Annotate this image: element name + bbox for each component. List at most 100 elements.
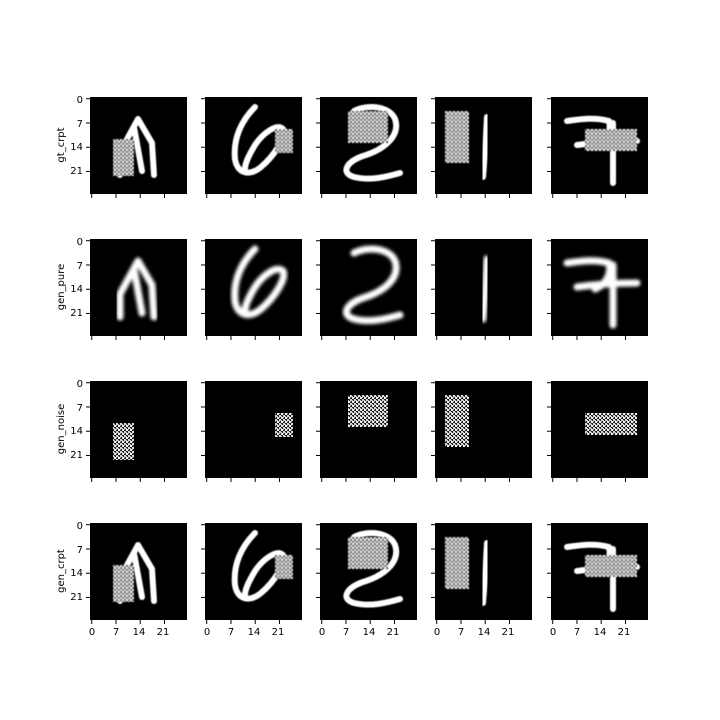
image-panel xyxy=(547,97,648,198)
image-panel xyxy=(86,381,187,482)
x-ticks-col-2: 0 7 14 21 xyxy=(204,627,285,638)
image-panel xyxy=(201,381,302,482)
x-tick-label: 14 xyxy=(478,627,491,638)
x-tick-label: 21 xyxy=(387,627,400,638)
panel-axes xyxy=(547,98,626,198)
y-tick-label: 7 xyxy=(77,261,83,272)
image-panel xyxy=(201,97,302,198)
noise-patch xyxy=(585,129,637,151)
panel-axes xyxy=(547,240,626,340)
panel-axes xyxy=(316,382,395,482)
x-tick-label: 21 xyxy=(157,627,170,638)
panel-axes xyxy=(431,240,510,340)
digit-stroke xyxy=(343,104,403,182)
panel-axes xyxy=(316,240,395,340)
noise-patch xyxy=(445,395,469,447)
x-tick-label: 21 xyxy=(272,627,285,638)
row-label-gen-noise: gen_noise xyxy=(56,404,67,454)
y-tick-label: 14 xyxy=(70,142,83,153)
x-tick-label: 14 xyxy=(133,627,146,638)
noise-patch xyxy=(113,565,134,602)
noise-patch xyxy=(113,423,134,460)
row-label-gt-crpt: gt_crpt xyxy=(56,127,67,162)
x-tick-label: 0 xyxy=(319,627,325,638)
noise-patch xyxy=(348,395,388,427)
x-tick-label: 21 xyxy=(502,627,515,638)
x-tick-label: 7 xyxy=(228,627,234,638)
x-tick-label: 0 xyxy=(89,627,95,638)
x-tick-label: 14 xyxy=(363,627,376,638)
y-tick-label: 21 xyxy=(70,592,83,603)
noise-patch xyxy=(113,139,134,176)
digit-stroke xyxy=(479,255,491,323)
noise-patch xyxy=(275,555,293,579)
x-ticks-col-1: 0 7 14 21 xyxy=(89,627,170,638)
y-tick-label: 14 xyxy=(70,284,83,295)
image-grid xyxy=(86,97,648,624)
y-tick-label: 7 xyxy=(77,403,83,414)
noise-patch xyxy=(445,111,469,163)
digit-stroke xyxy=(116,257,158,321)
panel-axes xyxy=(547,382,626,482)
image-panel xyxy=(431,523,532,624)
panel-axes xyxy=(86,98,165,198)
image-panel xyxy=(547,381,648,482)
image-panel xyxy=(316,523,417,624)
panel-background xyxy=(90,381,187,478)
panel-axes xyxy=(86,382,165,482)
y-tick-label: 7 xyxy=(77,545,83,556)
image-panel xyxy=(316,239,417,340)
image-panel xyxy=(201,239,302,340)
y-tick-label: 7 xyxy=(77,119,83,130)
panel-axes xyxy=(316,524,395,624)
image-panel xyxy=(86,523,187,624)
y-tick-label: 0 xyxy=(77,237,83,248)
digit-stroke xyxy=(480,114,490,180)
digit-stroke xyxy=(343,530,403,608)
y-tick-label: 21 xyxy=(70,166,83,177)
panel-axes xyxy=(86,240,165,340)
noise-patch xyxy=(445,537,469,589)
image-panel xyxy=(547,239,648,340)
y-tick-label: 14 xyxy=(70,568,83,579)
x-tick-label: 7 xyxy=(343,627,349,638)
panel-axes xyxy=(431,98,510,198)
y-tick-label: 14 xyxy=(70,426,83,437)
panel-axes xyxy=(431,524,510,624)
noise-patch xyxy=(275,129,293,153)
x-tick-label: 7 xyxy=(574,627,580,638)
panel-axes xyxy=(201,240,280,340)
panel-axes xyxy=(316,98,395,198)
digit-stroke xyxy=(342,245,404,325)
image-panel xyxy=(431,381,532,482)
image-panel xyxy=(201,523,302,624)
panel-axes xyxy=(201,524,280,624)
x-tick-label: 14 xyxy=(248,627,261,638)
y-ticks-row-3: 0 7 14 21 xyxy=(70,379,83,461)
x-tick-label: 7 xyxy=(113,627,119,638)
x-tick-label: 21 xyxy=(618,627,631,638)
x-ticks-col-5: 0 7 14 21 xyxy=(550,627,631,638)
image-panel xyxy=(431,239,532,340)
panel-axes xyxy=(201,98,280,198)
panel-axes xyxy=(86,524,165,624)
row-label-gen-crpt: gen_crpt xyxy=(56,549,67,593)
noise-patch xyxy=(348,111,388,143)
panel-axes xyxy=(547,524,626,624)
digit-stroke xyxy=(231,245,288,319)
image-panel xyxy=(316,97,417,198)
y-tick-label: 0 xyxy=(77,95,83,106)
image-panel xyxy=(86,97,187,198)
x-ticks-col-4: 0 7 14 21 xyxy=(434,627,515,638)
panel-axes xyxy=(201,382,280,482)
noise-patch xyxy=(585,555,637,577)
panel-axes xyxy=(431,382,510,482)
y-tick-label: 21 xyxy=(70,450,83,461)
row-label-gen-pure: gen_pure xyxy=(56,264,67,311)
x-tick-label: 7 xyxy=(458,627,464,638)
image-panel xyxy=(316,381,417,482)
y-tick-label: 21 xyxy=(70,308,83,319)
y-tick-label: 0 xyxy=(77,379,83,390)
y-ticks-row-4: 0 7 14 21 xyxy=(70,521,83,603)
